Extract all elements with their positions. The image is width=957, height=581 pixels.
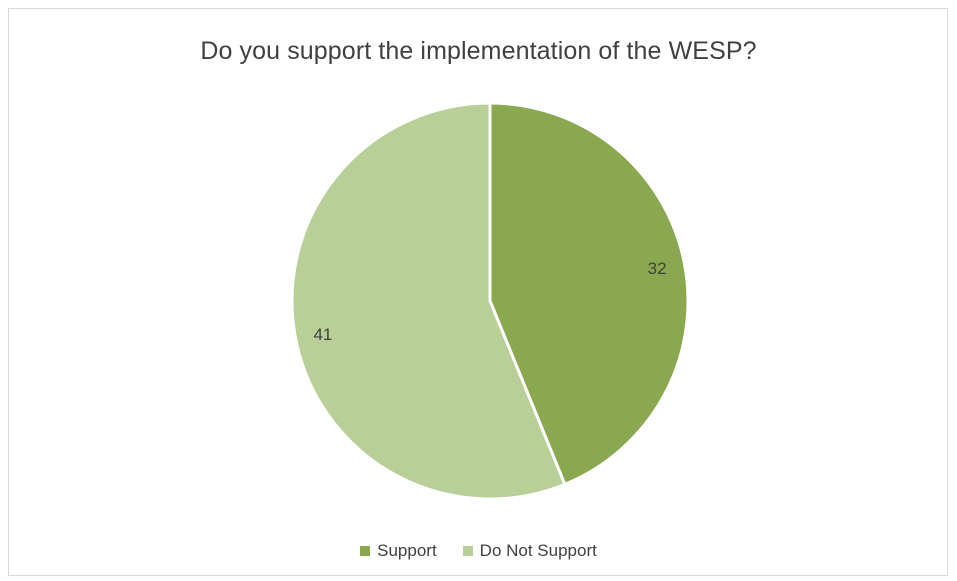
pie-slice-support: [488, 101, 690, 486]
legend-label-support: Support: [377, 541, 437, 560]
legend-label-do-not-support: Do Not Support: [479, 541, 597, 560]
data-label-support: 32: [648, 259, 667, 278]
data-label-do-not-support: 41: [313, 325, 332, 344]
pie-slice-do-not-support: [290, 101, 567, 501]
chart-title: Do you support the implementation of the…: [200, 37, 757, 65]
legend-item-do-not-support: Do Not Support: [462, 541, 597, 561]
legend: Support Do Not Support: [0, 541, 957, 561]
legend-swatch-support: [360, 546, 371, 556]
legend-item-support: Support: [360, 541, 437, 561]
legend-swatch-do-not-support: [462, 546, 473, 556]
